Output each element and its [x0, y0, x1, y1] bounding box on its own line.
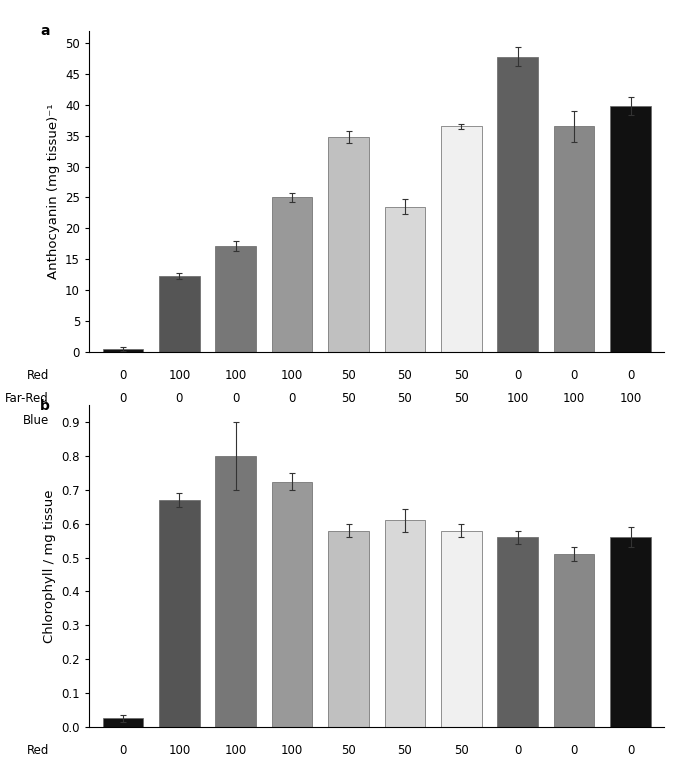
Text: 0: 0 [119, 392, 127, 405]
Text: Red: Red [27, 369, 49, 382]
Text: 0: 0 [119, 415, 127, 428]
Text: 50: 50 [228, 415, 243, 428]
Bar [441, 126, 482, 352]
Text: 0: 0 [119, 744, 127, 757]
Text: 50: 50 [341, 369, 356, 382]
Bar [272, 481, 312, 727]
Y-axis label: Chlorophyll / mg tissue: Chlorophyll / mg tissue [43, 490, 56, 643]
Text: 100: 100 [169, 369, 190, 382]
Bar [159, 276, 199, 352]
Text: 100: 100 [563, 392, 585, 405]
Bar [215, 246, 256, 352]
Text: 10: 10 [341, 415, 356, 428]
Text: 50: 50 [397, 415, 412, 428]
Text: 0: 0 [175, 392, 183, 405]
Text: 0: 0 [514, 369, 521, 382]
Text: 0: 0 [571, 744, 578, 757]
Bar [610, 537, 651, 727]
Bar [497, 57, 538, 352]
Text: a: a [40, 24, 49, 38]
Bar [385, 207, 425, 352]
Bar [328, 137, 369, 352]
Text: 0: 0 [571, 369, 578, 382]
Bar [103, 718, 143, 727]
Text: 100: 100 [281, 415, 303, 428]
Text: 50: 50 [397, 392, 412, 405]
Text: 10: 10 [510, 415, 525, 428]
Bar [610, 106, 651, 352]
Text: 100: 100 [507, 392, 529, 405]
Text: 50: 50 [341, 744, 356, 757]
Text: 50: 50 [566, 415, 582, 428]
Text: 50: 50 [397, 369, 412, 382]
Text: 0: 0 [232, 392, 240, 405]
Text: 100: 100 [619, 392, 642, 405]
Text: 50: 50 [454, 392, 469, 405]
Text: Blue: Blue [23, 415, 49, 428]
Text: Fluence rate (μmol m⁻² s⁻¹): Fluence rate (μmol m⁻² s⁻¹) [285, 440, 469, 453]
Text: 100: 100 [281, 744, 303, 757]
Bar [497, 537, 538, 727]
Text: 0: 0 [514, 744, 521, 757]
Bar [554, 126, 595, 352]
Text: 0: 0 [119, 369, 127, 382]
Text: 50: 50 [454, 744, 469, 757]
Bar [554, 555, 595, 727]
Text: 0: 0 [627, 369, 634, 382]
Text: 100: 100 [619, 415, 642, 428]
Bar [441, 531, 482, 727]
Text: 0: 0 [288, 392, 296, 405]
Bar [215, 456, 256, 727]
Bar [385, 520, 425, 727]
Text: 50: 50 [341, 392, 356, 405]
Text: 100: 100 [225, 369, 247, 382]
Text: 100: 100 [450, 415, 473, 428]
Bar [328, 531, 369, 727]
Text: Far-Red: Far-Red [5, 392, 49, 405]
Bar [272, 197, 312, 352]
Bar [159, 500, 199, 727]
Bar [103, 349, 143, 352]
Y-axis label: Anthocyanin (mg tissue)⁻¹: Anthocyanin (mg tissue)⁻¹ [47, 103, 60, 279]
Text: Red: Red [27, 744, 49, 757]
Text: 100: 100 [225, 744, 247, 757]
Text: 50: 50 [454, 369, 469, 382]
Text: 0: 0 [627, 744, 634, 757]
Text: 50: 50 [397, 744, 412, 757]
Text: 100: 100 [281, 369, 303, 382]
Text: 100: 100 [169, 744, 190, 757]
Text: b: b [40, 399, 50, 413]
Text: 10: 10 [172, 415, 187, 428]
